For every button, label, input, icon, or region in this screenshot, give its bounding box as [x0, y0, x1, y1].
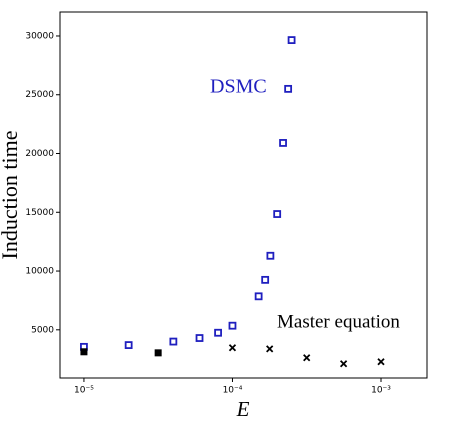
point: [228, 321, 237, 330]
x-tick-label: 10⁻⁴: [223, 386, 243, 396]
point: [154, 349, 162, 357]
series-annotation: DSMC: [210, 76, 267, 98]
y-tick-label: 30000: [25, 31, 54, 41]
point: [339, 360, 348, 368]
point: [214, 328, 222, 337]
y-tick-label: 10000: [25, 267, 54, 277]
y-tick-label: 5000: [31, 325, 54, 335]
point: [124, 341, 133, 349]
point: [266, 251, 275, 260]
point: [80, 348, 88, 356]
point: [377, 358, 385, 366]
point: [261, 275, 270, 284]
point: [169, 337, 178, 346]
y-tick-label: 20000: [25, 149, 54, 159]
point: [303, 354, 311, 362]
series-annotation: Master equation: [277, 311, 400, 332]
x-axis-label: E: [236, 397, 250, 421]
point: [228, 344, 237, 352]
plot-frame: [59, 11, 428, 379]
point: [279, 139, 287, 147]
y-tick-label: 25000: [25, 90, 54, 100]
point: [254, 292, 263, 301]
x-tick-label: 10⁻⁵: [74, 386, 94, 396]
point: [287, 36, 296, 44]
x-tick-label: 10⁻³: [371, 386, 391, 396]
point: [266, 345, 274, 353]
point: [195, 334, 204, 342]
point: [273, 210, 282, 218]
point: [284, 84, 293, 93]
y-tick-label: 15000: [25, 208, 54, 218]
y-axis-label: Induction time: [0, 131, 22, 260]
